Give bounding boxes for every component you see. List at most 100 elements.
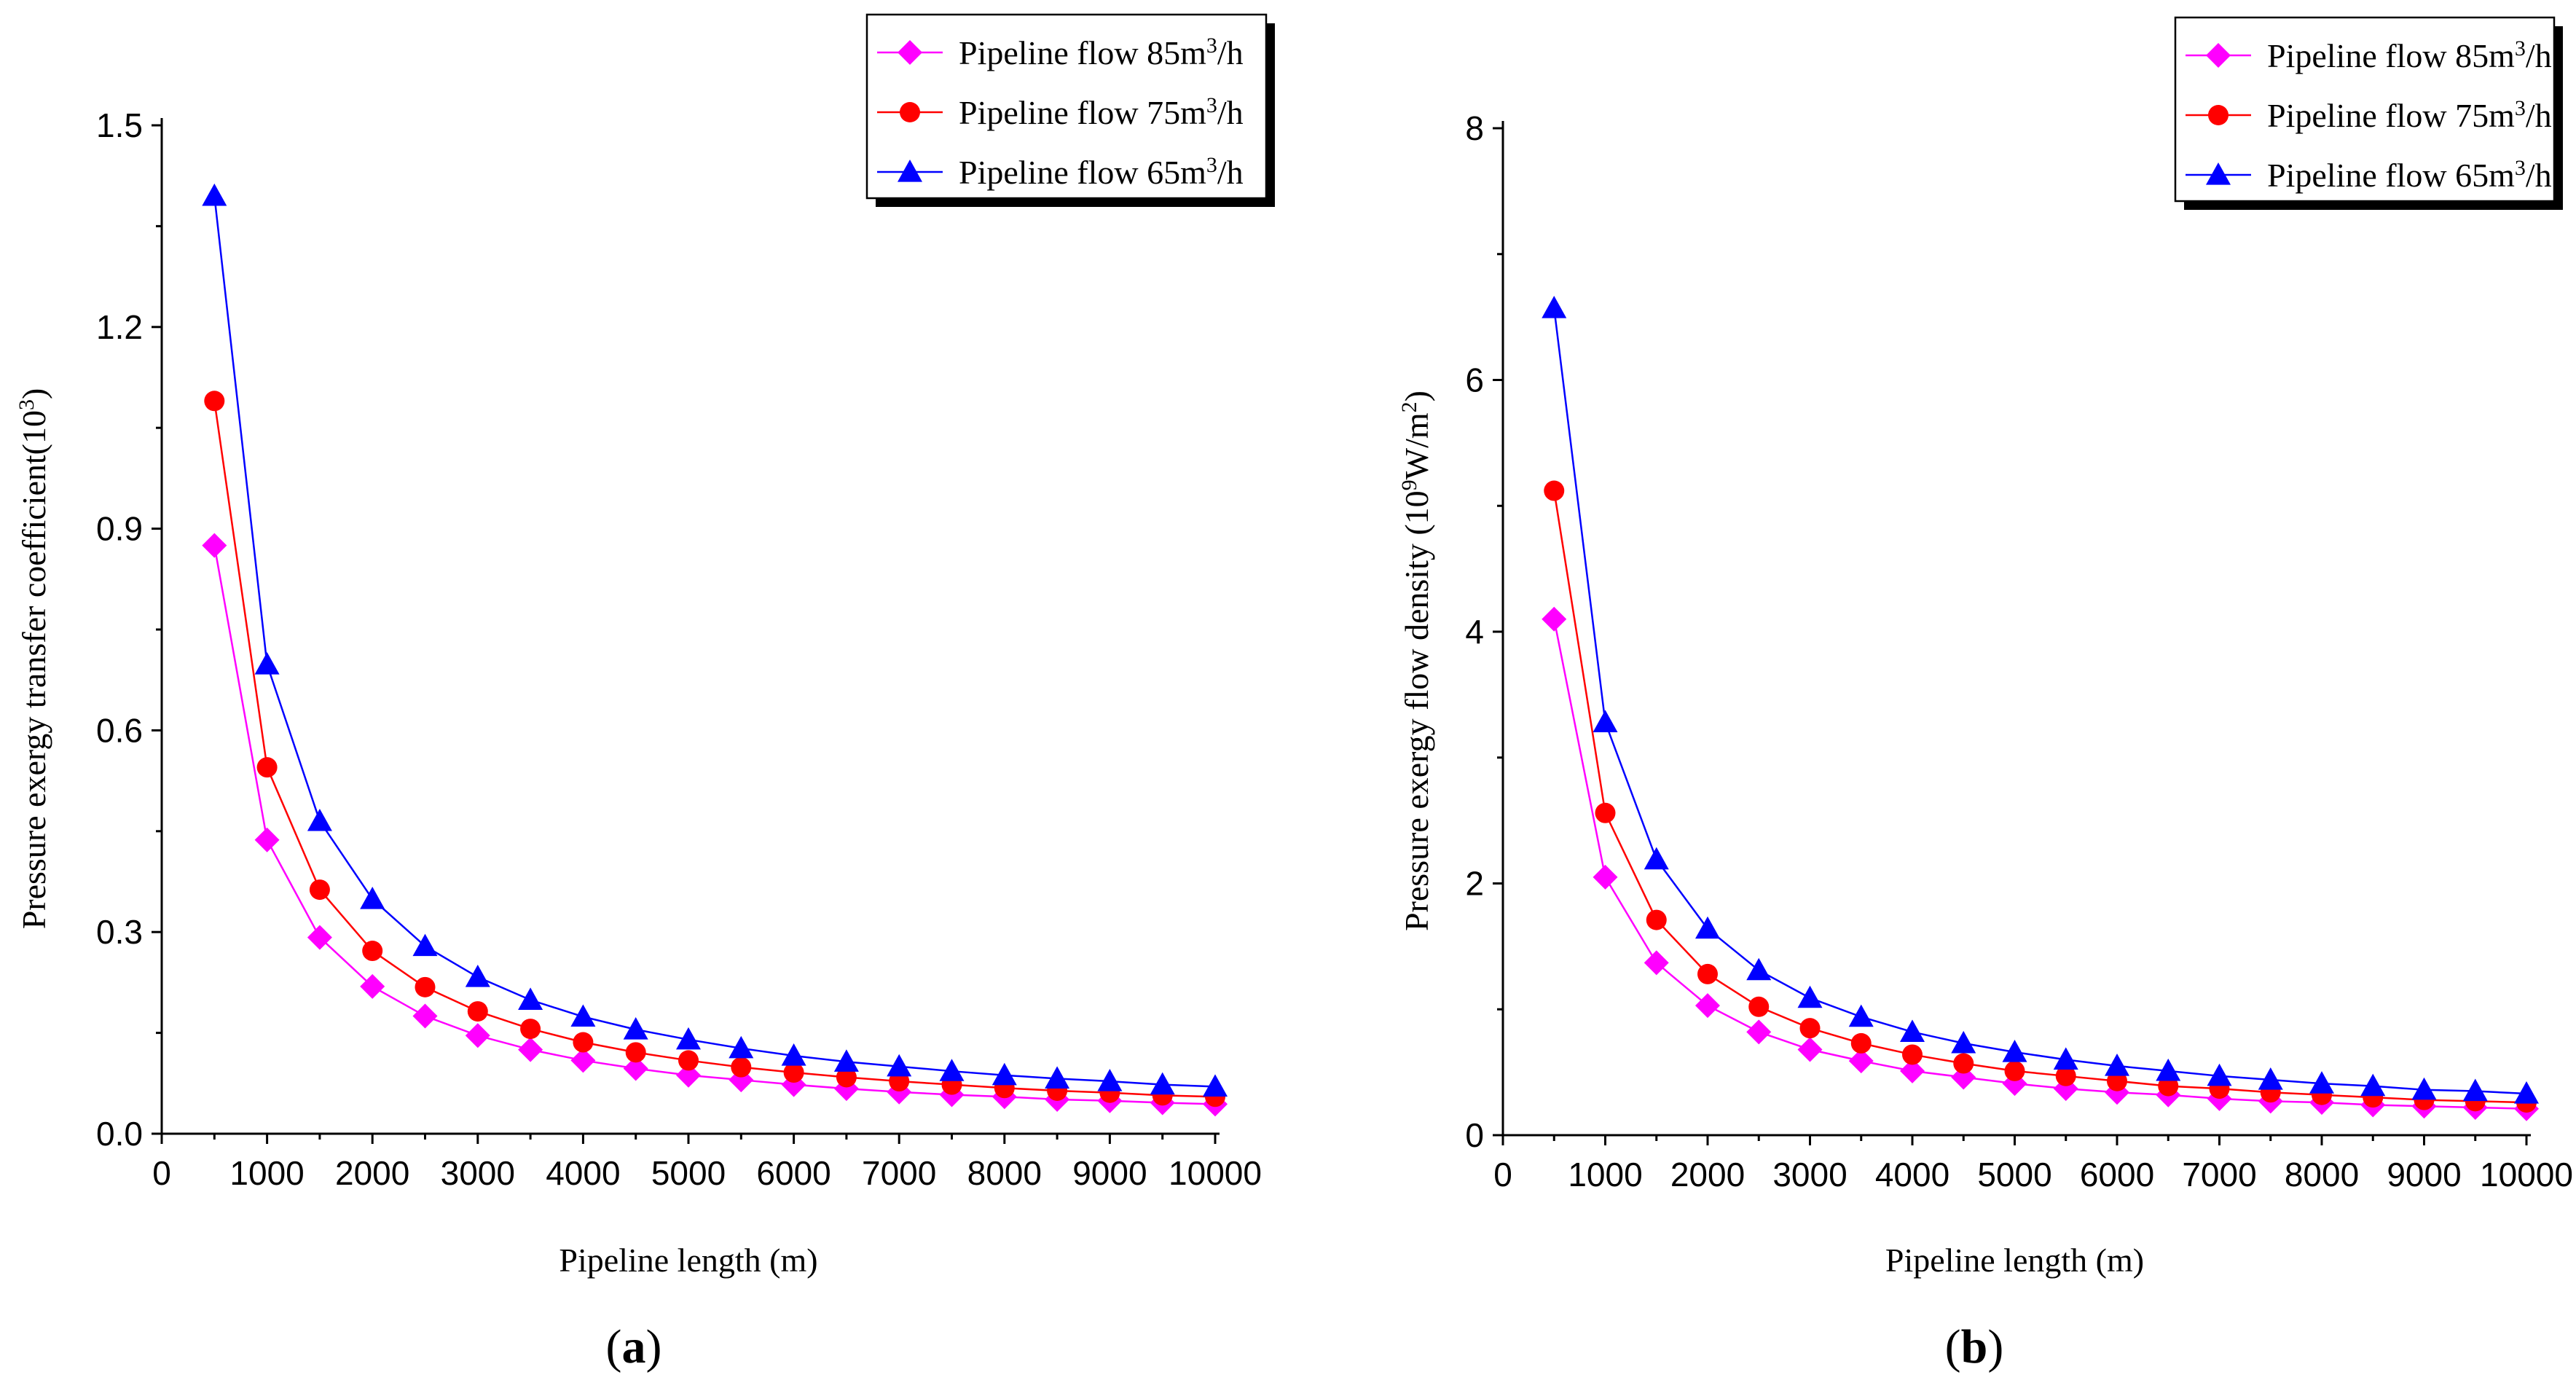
data-point-triangle: [2207, 1063, 2232, 1086]
data-point-diamond: [623, 1056, 648, 1081]
data-point-triangle: [1848, 1004, 1874, 1027]
y-tick-label: 1.2: [96, 308, 143, 346]
data-point-diamond: [1797, 1037, 1823, 1062]
series-line-1: [1553, 619, 2527, 1110]
series-line-2: [1553, 490, 2527, 1104]
legend-box: [865, 13, 1268, 200]
x-tick-label: 10000: [1169, 1154, 1262, 1192]
x-tick-label: 3000: [1772, 1156, 1847, 1193]
x-tick-label: 0: [152, 1154, 171, 1192]
data-point-circle: [678, 1050, 699, 1071]
data-point-triangle: [623, 1016, 648, 1040]
legend: Pipeline flow 85m3/h Pipeline flow 75m3/h…: [865, 13, 1275, 207]
data-point-circle: [520, 1019, 541, 1040]
x-tick-label: 1000: [1568, 1156, 1642, 1193]
legend-label: Pipeline flow 75m3/h: [959, 93, 1244, 132]
x-tick-label: 4000: [546, 1154, 620, 1192]
data-point-triangle: [939, 1059, 965, 1081]
data-point-diamond: [202, 533, 227, 558]
data-point-circle: [1799, 1018, 1821, 1039]
data-point-triangle: [991, 1062, 1017, 1086]
data-point-triangle: [307, 808, 332, 831]
data-point-circle: [1544, 480, 1565, 501]
data-point-triangle: [1695, 916, 1720, 939]
data-point-circle: [731, 1056, 752, 1078]
data-point-triangle: [1045, 1066, 1070, 1089]
data-point-diamond: [412, 1003, 438, 1029]
data-point-triangle: [254, 651, 280, 675]
data-point-triangle: [202, 183, 227, 206]
legend-label: Pipeline flow 65m3/h: [2267, 156, 2552, 195]
data-point-triangle: [1150, 1072, 1175, 1095]
x-tick-label: 10000: [2480, 1156, 2573, 1193]
legend-label: Pipeline flow 85m3/h: [959, 34, 1244, 72]
data-point-diamond: [360, 973, 385, 999]
legend-label: Pipeline flow 75m3/h: [2267, 96, 2552, 135]
data-point-triangle: [570, 1004, 596, 1027]
data-point-circle: [2107, 1070, 2127, 1091]
x-tick-label: 7000: [2182, 1156, 2256, 1193]
data-point-triangle: [465, 965, 490, 987]
data-point-triangle: [1951, 1030, 1976, 1054]
data-point-triangle: [2411, 1077, 2437, 1100]
data-point-triangle: [2002, 1039, 2027, 1062]
data-point-triangle: [2258, 1067, 2283, 1090]
y-tick-label: 4: [1465, 613, 1484, 651]
x-tick-label: 9000: [1072, 1154, 1147, 1192]
x-tick-label: 4000: [1875, 1156, 1949, 1193]
data-point-triangle: [1797, 985, 1823, 1008]
data-point-circle: [783, 1062, 804, 1083]
x-tick-label: 5000: [1977, 1156, 2051, 1193]
x-tick-label: 1000: [229, 1154, 304, 1192]
data-point-diamond: [1542, 606, 1567, 632]
data-point-circle: [1595, 802, 1616, 823]
data-point-circle: [2004, 1060, 2025, 1081]
legend-marker-triangle: [898, 160, 922, 182]
data-point-diamond: [1848, 1048, 1874, 1074]
data-point-diamond: [518, 1037, 543, 1062]
y-tick-label: 0.9: [96, 510, 143, 548]
x-tick-label: 2000: [335, 1154, 409, 1192]
data-point-triangle: [1097, 1069, 1123, 1091]
panel-label-a: (a): [606, 1320, 662, 1373]
data-point-triangle: [1203, 1074, 1228, 1097]
data-point-triangle: [2053, 1047, 2078, 1070]
data-point-triangle: [1542, 296, 1567, 318]
data-point-triangle: [1644, 847, 1669, 870]
data-point-circle: [625, 1042, 646, 1063]
chart-b: 0 1000 2000 3000 4000 5000 6000 7000 8000 9000 100…: [1397, 16, 2573, 1279]
data-point-circle: [467, 1001, 488, 1022]
legend-label: Pipeline flow 65m3/h: [959, 153, 1244, 192]
series-line-1: [213, 545, 1216, 1105]
series-line-2: [213, 401, 1216, 1098]
legend-marker-circle: [900, 102, 920, 122]
x-tick-label: 7000: [862, 1154, 936, 1192]
data-point-triangle: [1593, 710, 1618, 732]
data-point-circle: [836, 1067, 857, 1088]
data-point-triangle: [833, 1049, 859, 1072]
data-point-triangle: [676, 1027, 701, 1050]
data-point-diamond: [676, 1062, 701, 1088]
x-axis-title: Pipeline length (m): [559, 1242, 817, 1279]
legend-marker-triangle: [2206, 162, 2231, 185]
data-point-circle: [1953, 1053, 1974, 1074]
data-point-triangle: [729, 1035, 754, 1059]
data-point-triangle: [887, 1054, 912, 1077]
data-point-diamond: [307, 925, 332, 950]
legend: Pipeline flow 85m3/h Pipeline flow 75m3/h…: [2174, 16, 2563, 210]
y-tick-label: 0.6: [96, 711, 143, 749]
y-axis-title: Pressure exergy transfer coefficient(103…: [15, 388, 53, 930]
data-point-triangle: [2360, 1073, 2386, 1097]
x-tick-label: 6000: [756, 1154, 830, 1192]
x-tick-label: 5000: [651, 1154, 726, 1192]
data-point-diamond: [1644, 950, 1669, 976]
data-point-circle: [256, 757, 278, 778]
x-tick-label: 0: [1493, 1156, 1512, 1193]
data-point-triangle: [360, 886, 385, 909]
data-point-circle: [415, 976, 436, 997]
data-point-triangle: [2514, 1081, 2539, 1104]
data-point-diamond: [1695, 993, 1720, 1019]
data-point-circle: [1646, 909, 1667, 930]
data-point-triangle: [2309, 1071, 2334, 1094]
data-point-triangle: [2105, 1053, 2129, 1076]
